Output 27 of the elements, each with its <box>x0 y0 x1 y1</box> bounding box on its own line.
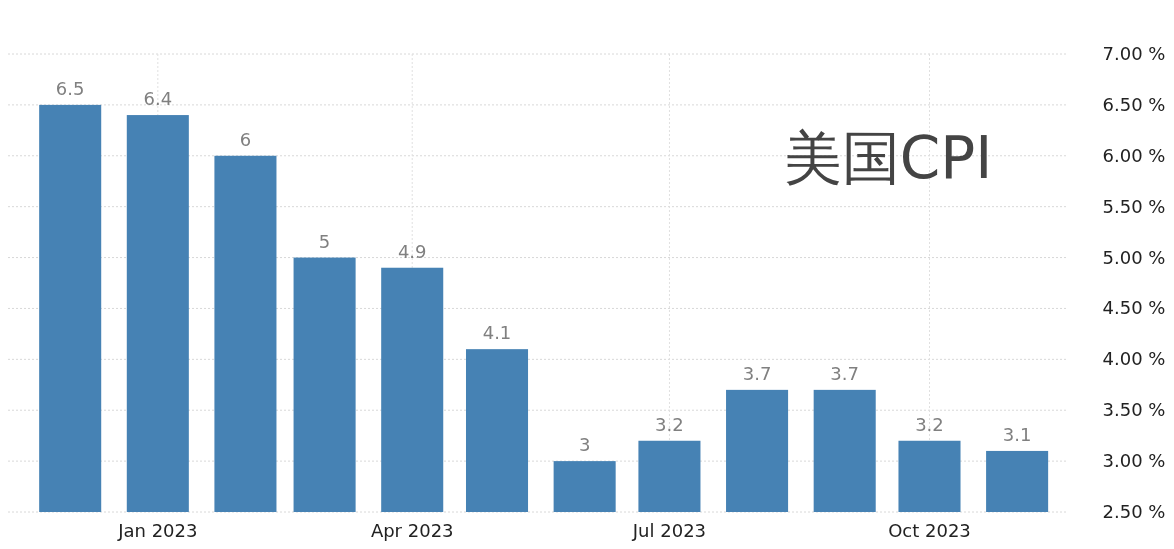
data-label: 6 <box>239 128 252 150</box>
data-label: 6.4 <box>143 88 173 110</box>
y-tick-label: 3.00 % <box>1102 450 1166 472</box>
data-label: 5 <box>318 230 331 252</box>
y-tick-label: 5.50 % <box>1102 195 1166 217</box>
y-tick-label: 3.50 % <box>1102 399 1166 421</box>
y-tick-label: 6.50 % <box>1102 93 1166 115</box>
data-label: 3.1 <box>1002 423 1032 445</box>
data-label: 4.9 <box>397 240 427 262</box>
data-label: 3.2 <box>915 413 944 435</box>
y-tick-label: 5.00 % <box>1102 246 1166 268</box>
data-label: 3.2 <box>655 413 684 435</box>
data-label: 6.5 <box>55 77 85 99</box>
y-tick-label: 2.50 % <box>1102 501 1166 522</box>
x-tick-label: Jul 2023 <box>631 520 707 541</box>
data-label: 3.7 <box>742 362 772 384</box>
y-tick-label: 4.00 % <box>1102 348 1166 370</box>
x-tick-label: Jan 2023 <box>117 520 198 541</box>
text: 美国CPI <box>783 124 993 192</box>
y-tick-label: 7.00 % <box>1102 43 1166 64</box>
y-tick-label: 6.00 % <box>1102 144 1166 166</box>
data-label: 4.1 <box>482 322 512 344</box>
x-tick-label: Apr 2023 <box>370 520 454 541</box>
y-tick-label: 4.50 % <box>1102 297 1166 319</box>
x-tick-label: Oct 2023 <box>888 520 971 541</box>
data-label: 3.7 <box>830 362 860 384</box>
data-label: 3 <box>578 434 591 456</box>
